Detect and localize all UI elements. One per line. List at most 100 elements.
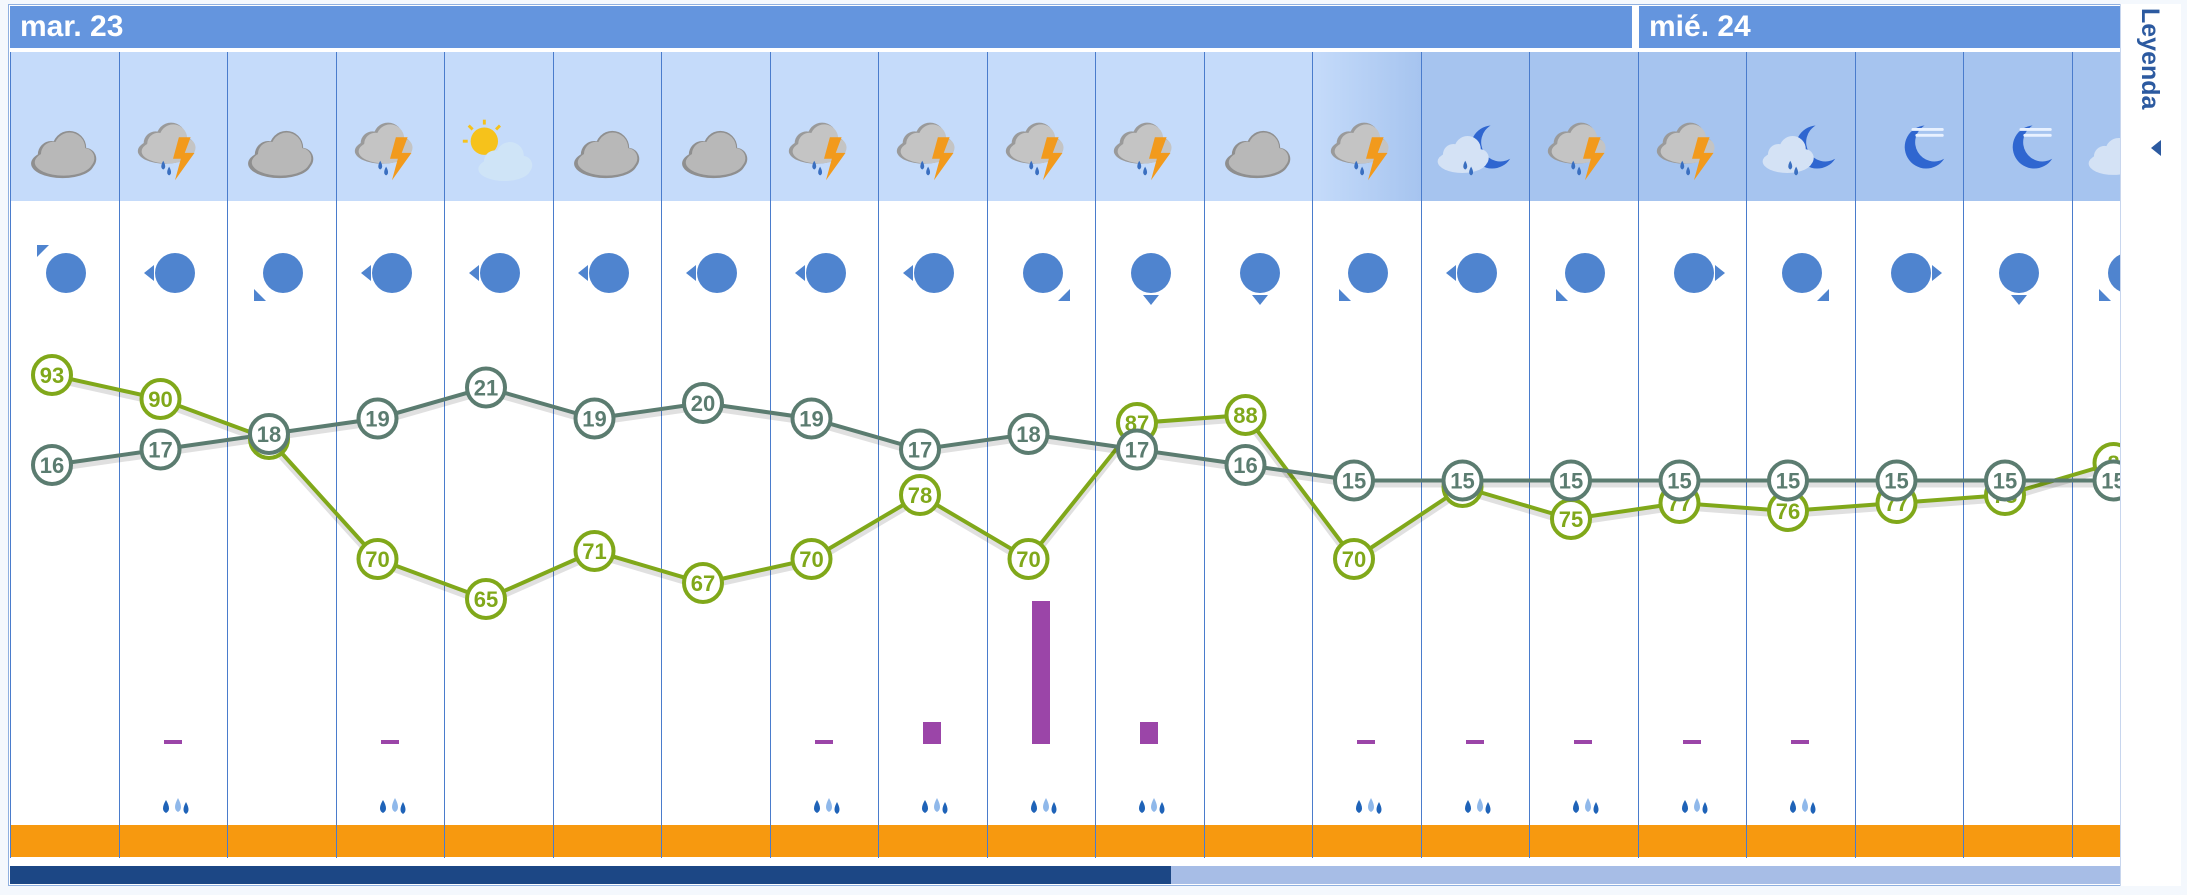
rain-drops-icon [163, 798, 189, 814]
wind-speed [1891, 253, 1931, 293]
wind-arrow-icon [903, 265, 913, 281]
wind-arrow-icon [795, 265, 805, 281]
wind-arrow-icon [144, 265, 154, 281]
cloudy-icon [574, 130, 640, 179]
wind-speed [1565, 253, 1605, 293]
hour-column [878, 52, 987, 858]
hourly-columns [10, 52, 2120, 858]
thunderstorm-rain-icon [896, 122, 955, 181]
wind-speed [1131, 253, 1171, 293]
legend-label[interactable]: Leyenda [2136, 8, 2164, 110]
bottom-strip [771, 825, 879, 857]
day-header-mie-24: mié. 24 [1636, 6, 2120, 48]
thunderstorm-rain-icon [1547, 122, 1606, 181]
hour-column [1312, 52, 1421, 858]
hour-column [770, 52, 879, 858]
thunderstorm-rain-icon [137, 122, 196, 181]
hour-column [1204, 52, 1313, 858]
thunderstorm-rain-icon [354, 122, 413, 181]
wind-arrow-icon [37, 245, 49, 257]
hour-band [1856, 52, 1964, 201]
bottom-strip [1205, 825, 1313, 857]
rain-drops-icon [1573, 798, 1599, 814]
bottom-strip [2073, 825, 2120, 857]
bottom-strip [554, 825, 662, 857]
wind-arrow-icon [578, 265, 588, 281]
rain-drops-icon [1465, 798, 1491, 814]
wind-arrow-icon [1339, 289, 1351, 301]
rain-drops-icon [1356, 798, 1382, 814]
wind-speed [1023, 253, 1063, 293]
rain-drops-icon [1682, 798, 1708, 814]
bottom-strip [445, 825, 553, 857]
bottom-strip [1747, 825, 1855, 857]
thunderstorm-rain-icon [788, 122, 847, 181]
hour-band [1964, 52, 2072, 201]
hour-column [1529, 52, 1638, 858]
precip-bar [815, 740, 833, 744]
wind-speed [480, 253, 520, 293]
hour-column [661, 52, 770, 858]
hour-column [119, 52, 228, 858]
wind-arrow-icon [1715, 265, 1725, 281]
night-cloudy-icon [2088, 137, 2120, 175]
hour-column [553, 52, 662, 858]
bottom-strip [337, 825, 445, 857]
hour-column [2072, 52, 2120, 858]
hour-column [1095, 52, 1204, 858]
wind-speed [2108, 253, 2120, 293]
wind-speed [1782, 253, 1822, 293]
wind-speed [1999, 253, 2039, 293]
precip-bar [164, 740, 182, 744]
day-header-label: mié. 24 [1649, 10, 1751, 43]
bottom-strip [1964, 825, 2072, 857]
wind-arrow-icon [1817, 289, 1829, 301]
precip-bar [1683, 740, 1701, 744]
bottom-strip [1639, 825, 1747, 857]
wind-arrow-icon [361, 265, 371, 281]
precip-bar [381, 740, 399, 744]
scrollbar-thumb[interactable] [10, 866, 1171, 884]
rain-drops-icon [1790, 798, 1816, 814]
night-hazy-icon [1904, 125, 1945, 169]
wind-speed [806, 253, 846, 293]
precip-bar [1574, 740, 1592, 744]
wind-arrow-icon [1143, 295, 1159, 305]
hour-column [1421, 52, 1530, 858]
bottom-strip [1422, 825, 1530, 857]
day-header-mar-23: mar. 23 [10, 6, 1632, 48]
precip-bar [1357, 740, 1375, 744]
hour-column [1963, 52, 2072, 858]
cloudy-icon [248, 130, 314, 179]
partly-sunny-icon [462, 119, 533, 182]
precip-bar [1140, 722, 1158, 744]
bottom-strip [1096, 825, 1204, 857]
hour-band [1747, 52, 1855, 201]
wind-arrow-icon [1446, 265, 1456, 281]
precip-bar [923, 722, 941, 744]
legend-expand-arrow-icon[interactable] [2151, 140, 2161, 156]
hour-band [1422, 52, 1530, 201]
bottom-strip [120, 825, 228, 857]
wind-speed [1240, 253, 1280, 293]
wind-arrow-icon [1556, 289, 1568, 301]
hour-column [444, 52, 553, 858]
wind-speed [263, 253, 303, 293]
cloudy-icon [31, 130, 97, 179]
thunderstorm-rain-icon [1113, 122, 1172, 181]
wind-speed [914, 253, 954, 293]
thunderstorm-rain-icon [1005, 122, 1064, 181]
thunderstorm-rain-icon [1330, 122, 1389, 181]
bottom-strip [879, 825, 987, 857]
hour-column [227, 52, 336, 858]
wind-arrow-icon [254, 289, 266, 301]
night-cloudy-rain-icon [1437, 125, 1511, 176]
header-divider [10, 48, 2120, 52]
wind-speed [155, 253, 195, 293]
night-cloudy-rain-icon [1762, 125, 1836, 176]
legend-panel[interactable]: Leyenda [2120, 4, 2181, 886]
bottom-strip [988, 825, 1096, 857]
rain-drops-icon [380, 798, 406, 814]
hour-band [2073, 52, 2120, 201]
hour-column [987, 52, 1096, 858]
